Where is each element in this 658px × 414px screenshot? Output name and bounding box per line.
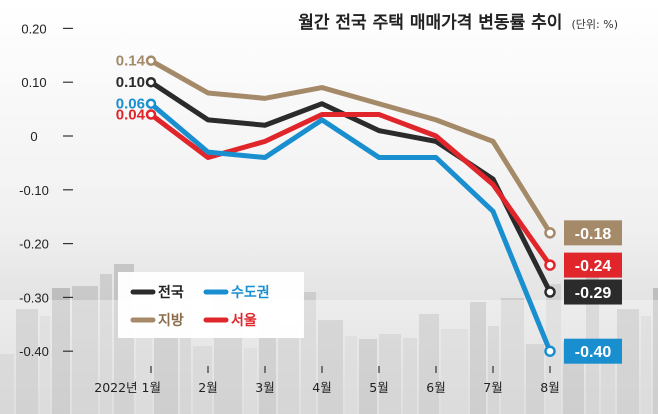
legend-box (118, 272, 304, 338)
skyline-building (52, 288, 70, 414)
skyline-building (16, 309, 38, 414)
series-end-marker (544, 259, 556, 271)
legend-label: 수도권 (231, 285, 270, 301)
skyline-building (617, 309, 639, 414)
y-axis: 0.20 0.10 0 -0.10 -0.20 -0.30 -0.40 (19, 21, 73, 359)
series-line-1 (148, 79, 553, 295)
series-end-marker (544, 345, 556, 357)
y-tick-label: 0 (30, 129, 37, 144)
end-value-box (564, 338, 622, 364)
skyline-building (100, 274, 112, 414)
x-tick-label: 3월 (255, 380, 274, 395)
skyline-building (501, 298, 524, 414)
x-tick-label: 2022년 1월 (94, 380, 161, 395)
series-start-marker (145, 109, 157, 120)
skyline-building (301, 292, 316, 414)
skyline-building (278, 324, 299, 414)
x-tick-label: 2월 (198, 380, 217, 395)
chart-unit: (단위: %) (572, 18, 618, 31)
skyline-building (259, 319, 276, 414)
series-start-marker (145, 98, 157, 109)
end-labels: -0.18 -0.29 -0.24 -0.40 (564, 220, 622, 364)
series-end-marker (544, 227, 556, 239)
end-value-box (564, 252, 622, 278)
start-labels: 0.14 0.10 0.040.06 (116, 53, 146, 124)
skyline-building (180, 294, 191, 414)
skyline-building (193, 346, 212, 414)
skyline-building (154, 330, 178, 414)
chart-title-group: 월간 전국 주택 매매가격 변동률 추이 (단위: %) (298, 13, 618, 33)
start-value-label: 0.10 (116, 74, 145, 91)
legend-label: 전국 (158, 284, 184, 301)
y-tick-label: -0.20 (19, 237, 49, 252)
end-value-label: -0.29 (575, 285, 612, 302)
y-tick-label: 0.20 (21, 21, 46, 36)
series-start-marker (145, 55, 157, 66)
skyline-building (0, 354, 14, 414)
skyline-building (641, 316, 651, 414)
skyline-building (601, 354, 615, 414)
legend-label: 지방 (158, 312, 184, 329)
end-value-label: -0.24 (575, 258, 612, 275)
skyline-building (526, 344, 544, 414)
series-start-marker (145, 76, 157, 88)
skyline-building (244, 348, 257, 414)
start-value-label: 0.14 (116, 53, 146, 70)
x-axis: 2022년 1월 2월 3월 4월 5월 6월 7월 8월 (94, 366, 560, 395)
start-value-label: 0.06 (116, 96, 145, 113)
skyline-building (72, 286, 98, 414)
x-tick-label: 6월 (426, 380, 445, 395)
x-tick-label: 8월 (540, 380, 559, 395)
y-tick-label: -0.40 (19, 344, 49, 359)
haze-overlay (0, 300, 658, 414)
x-tick-label: 7월 (483, 380, 502, 395)
skyline-building (379, 334, 401, 414)
series-line-0 (148, 58, 553, 236)
skyline-building (441, 329, 468, 414)
skyline-building (345, 336, 357, 414)
end-value-box (564, 220, 622, 246)
y-tick-label: -0.10 (19, 183, 49, 198)
end-value-box (564, 279, 622, 305)
x-tick-label: 4월 (312, 380, 331, 395)
y-tick-label: -0.30 (19, 290, 49, 305)
skyline-building (419, 314, 439, 414)
series-lines (145, 55, 556, 357)
skyline-building (470, 302, 486, 414)
end-value-label: -0.18 (575, 226, 612, 243)
y-tick-label: 0.10 (21, 75, 46, 90)
skyline-building (40, 316, 50, 414)
series-end-marker (544, 286, 556, 298)
series-line-3 (148, 101, 553, 354)
end-value-label: -0.40 (575, 344, 612, 361)
legend-label: 서울 (231, 312, 257, 329)
skyline-building (653, 288, 658, 414)
skyline-building (359, 339, 377, 414)
start-value-label: 0.04 (116, 106, 146, 123)
chart-title: 월간 전국 주택 매매가격 변동률 추이 (298, 13, 562, 33)
x-tick-label: 5월 (369, 380, 388, 395)
skyline-building (403, 338, 417, 414)
